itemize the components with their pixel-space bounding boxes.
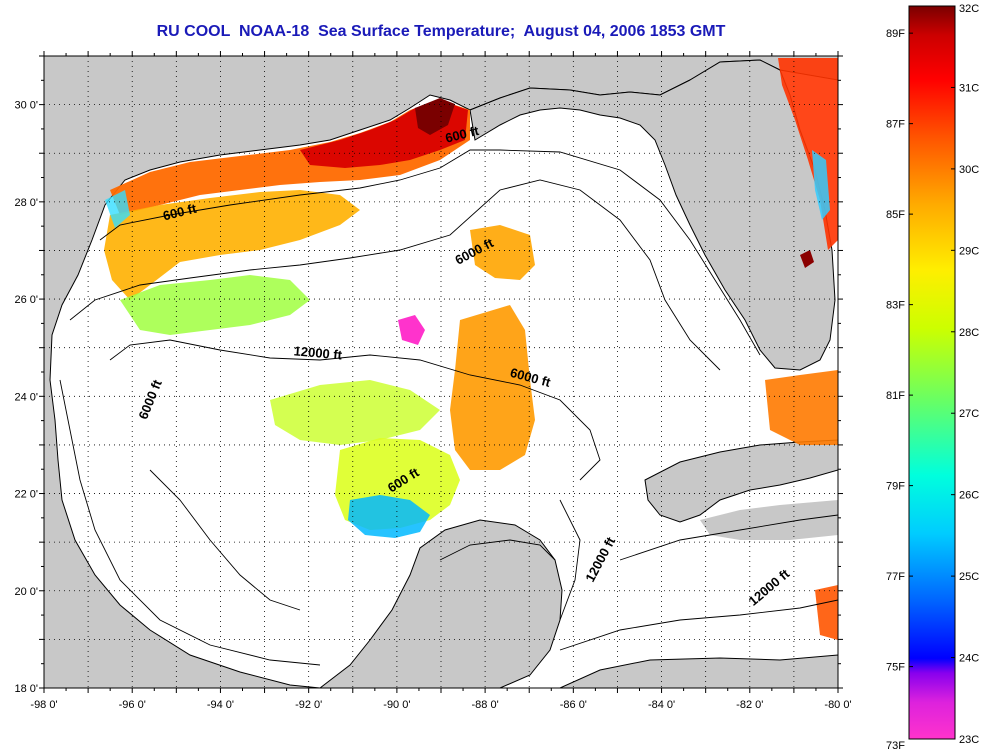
lat-tick-label: 24 0' [14,391,38,403]
colorbar-celsius-label: 25C [959,571,979,583]
sst-magenta-patch [398,315,425,345]
lat-tick-label: 28 0' [14,197,38,209]
sst-east-edge-south [815,585,838,640]
land-yucatan [319,519,563,688]
colorbar-fahrenheit-label: 83F [886,300,905,312]
sst-east-orange [450,305,535,470]
colorbar-celsius-label: 32C [959,3,979,15]
sst-west-coast-cool [105,190,130,228]
lon-tick-label: -84 0' [648,699,675,711]
colorbar-celsius-label: 31C [959,82,979,94]
sst-florida-east-cool [812,150,830,220]
sst-central-patches [270,380,440,445]
colorbar-fahrenheit-label: 87F [886,119,905,131]
colorbar-fahrenheit-label: 79F [886,481,905,493]
lon-tick-label: -86 0' [560,699,587,711]
colorbar-labels: 32C 31C 30C 29C 28C 27C 26C 25C 24C 23C 89F 87F 85F 8… [886,3,979,752]
contour-label: 12000 ft [293,343,343,362]
lat-tick-label: 22 0' [14,489,38,501]
lat-tick-label: 30 0' [14,100,38,112]
colorbar-celsius-label: 24C [959,653,979,665]
colorbar-fahrenheit-label: 85F [886,209,905,221]
sst-east-edge [765,370,838,445]
lon-tick-label: -96 0' [119,699,146,711]
colorbar-celsius-label: 28C [959,327,979,339]
colorbar-celsius-label: 30C [959,164,979,176]
lat-tick-label: 26 0' [14,294,38,306]
land-honduras [559,654,838,688]
lon-tick-label: -92 0' [295,699,322,711]
land-cuba-south-gray [700,500,838,540]
lon-tick-label: -94 0' [207,699,234,711]
sst-mississippi-delta [415,98,455,135]
lon-tick-label: -98 0' [30,699,57,711]
lon-tick-label: -80 0' [824,699,851,711]
lon-tick-label: -82 0' [736,699,763,711]
colorbar-fahrenheit-label: 89F [886,28,905,40]
colorbar-celsius-label: 26C [959,490,979,502]
land-cuba [644,439,838,523]
map-title: RU COOL NOAA-18 Sea Surface Temperature;… [156,23,726,40]
colorbar-celsius-label: 27C [959,408,979,420]
colorbar-celsius-label: 29C [959,245,979,257]
map-axes: -98 0' -96 0' -94 0' -92 0' -90 0' -88 0' -86 … [14,51,852,711]
temperature-colorbar [908,5,956,740]
sst-lake-okeechobee [800,250,814,268]
sst-east-orange-2 [470,225,535,280]
colorbar-fahrenheit-label: 81F [886,390,905,402]
bathymetry-contours [59,149,838,666]
lon-tick-label: -90 0' [383,699,410,711]
colorbar-fahrenheit-label: 75F [886,662,905,674]
colorbar-fahrenheit-label: 73F [886,740,905,752]
lat-tick-label: 20 0' [14,586,38,598]
sst-west-shelf [104,190,360,300]
sst-west-green [120,275,310,335]
colorbar-fahrenheit-label: 77F [886,571,905,583]
sst-campeche-cool [348,495,430,538]
graticule [44,56,838,688]
colorbar-celsius-label: 23C [959,734,979,746]
lat-tick-label: 18 0' [14,683,38,695]
lon-tick-label: -88 0' [472,699,499,711]
